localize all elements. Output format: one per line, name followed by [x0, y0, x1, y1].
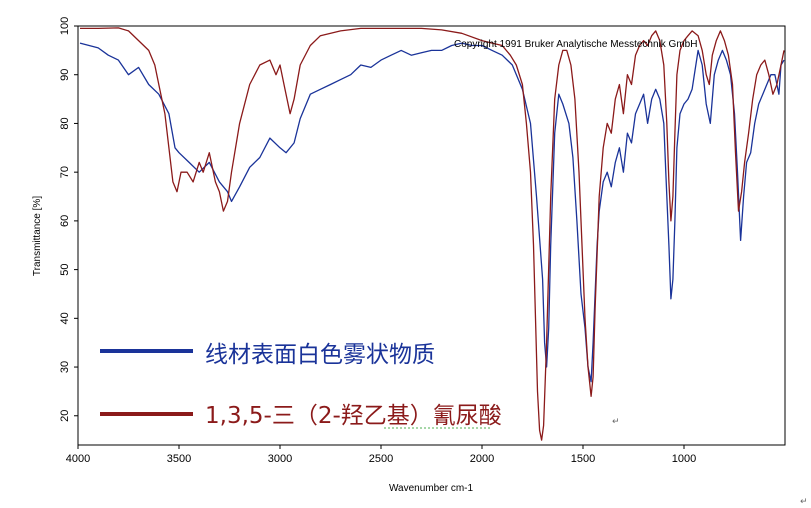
x-tick-label: 2500 — [369, 453, 393, 465]
y-tick-label: 70 — [59, 166, 71, 178]
y-tick-label: 80 — [59, 117, 71, 129]
y-tick-label: 20 — [59, 410, 71, 422]
plot-area — [77, 25, 786, 446]
copyright-annotation: Copyright 1991 Bruker Analytische Messte… — [454, 39, 697, 50]
paragraph-mark-icon: ↵ — [612, 417, 620, 427]
legend-label-series-2: 1,3,5-三（2-羟乙基）氰尿酸 — [205, 403, 502, 429]
legend: 线材表面白色雾状物质 1,3,5-三（2-羟乙基）氰尿酸 ↵ — [100, 342, 620, 429]
spectrum-series — [79, 27, 785, 441]
y-tick-label: 100 — [59, 17, 71, 35]
x-tick-label: 1500 — [571, 453, 595, 465]
y-tick-label: 90 — [59, 69, 71, 81]
y-tick-label: 30 — [59, 361, 71, 373]
x-tick-label: 3500 — [167, 453, 191, 465]
series-line-2 — [80, 27, 785, 441]
x-axis-label: Wavenumber cm-1 — [389, 483, 474, 494]
legend-label-series-1: 线材表面白色雾状物质 — [205, 342, 435, 368]
paragraph-mark-corner-icon: ↵ — [800, 497, 808, 507]
y-tick-label: 50 — [59, 263, 71, 275]
x-tick-label: 1000 — [672, 453, 696, 465]
x-tick-label: 3000 — [268, 453, 292, 465]
x-tick-label: 2000 — [470, 453, 494, 465]
series-line-1 — [79, 42, 785, 383]
x-axis: 4000 3500 3000 2500 2000 1500 1000 — [66, 445, 696, 465]
x-tick-label: 4000 — [66, 453, 90, 465]
y-tick-label: 60 — [59, 215, 71, 227]
y-axis-label: Transmittance [%] — [32, 196, 43, 276]
y-tick-label: 40 — [59, 312, 71, 324]
y-axis: 20 30 40 50 60 70 80 90 100 — [59, 17, 78, 422]
